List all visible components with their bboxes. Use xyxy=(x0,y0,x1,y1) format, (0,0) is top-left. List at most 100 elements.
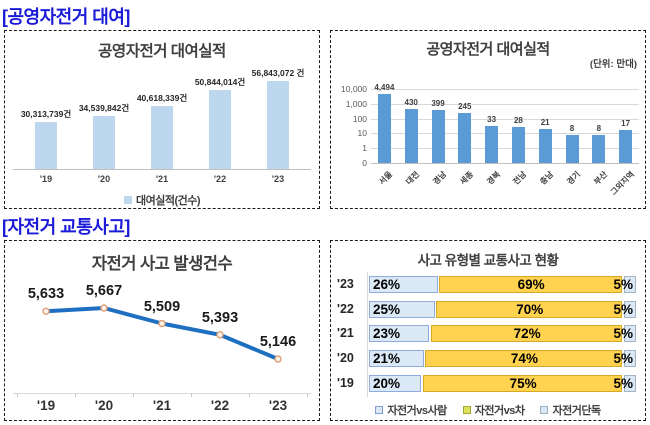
legend-item-자전거vs사람: 자전거vs사람 xyxy=(375,402,447,418)
x-axis-tick-2 xyxy=(133,393,134,397)
x-tick-label-'23: '23 xyxy=(271,174,285,184)
point-label-'22: 5,393 xyxy=(201,309,239,326)
value-label-경기: 8 xyxy=(569,123,575,133)
x-axis-tick-5 xyxy=(307,393,308,397)
chart-rental-by-region: 10,000 1,000 100 10 1 0 4,494 서울 430 대전 399 경남 245 세종… xyxy=(331,31,645,208)
bar-'22 xyxy=(209,90,231,169)
point-label-'21: 5,509 xyxy=(143,298,181,315)
segment-label-'21-자전거vs차: 72% xyxy=(513,326,541,342)
legend-label-자전거단독: 자전거단독 xyxy=(552,405,601,417)
value-label-경남: 399 xyxy=(431,98,445,108)
accidents-line-plot xyxy=(42,304,282,363)
segment-label-'20-자전거단독: 5% xyxy=(613,351,633,367)
legend: 대여실적(건수) xyxy=(5,192,319,208)
x-tick-label-'23: '23 xyxy=(268,398,288,413)
x-tick-label-'20: '20 xyxy=(94,398,114,413)
segment-label-'20-자전거vs차: 74% xyxy=(510,351,538,367)
segment-'21-자전거vs차 xyxy=(430,325,623,343)
y-tick-label-10: 10 xyxy=(357,128,367,139)
y-tick-label-1,000: 1,000 xyxy=(345,98,367,109)
chart-title-accidents-by-type: 사고 유형별 교통사고 현황 xyxy=(417,253,559,268)
x-axis-line xyxy=(13,169,311,170)
chart-title-accidents-by-year: 자전거 사고 발생건수 xyxy=(91,255,233,273)
bar-'19 xyxy=(35,122,57,169)
data-point-'23 xyxy=(274,355,282,363)
panel-rental-by-year-chart: 공영자전거 대여실적 30,313,739건 '19 34,539,842건 '20 4… xyxy=(4,30,320,209)
segment-label-'22-자전거vs차: 70% xyxy=(516,301,544,317)
gridline-100 xyxy=(371,118,639,120)
panel-accidents-by-year-chart: 자전거 사고 발생건수 5,633 '19 5,667 '20 5,509 '21 5,39… xyxy=(4,240,320,421)
segment-label-'21-자전거vs사람: 23% xyxy=(373,326,401,342)
segment-'23-자전거vs사람 xyxy=(369,276,438,293)
data-point-'20 xyxy=(100,304,108,312)
segment-'23-자전거단독 xyxy=(623,276,636,293)
segment-label-'23-자전거단독: 5% xyxy=(613,277,633,292)
legend-swatch-자전거vs차 xyxy=(462,406,471,414)
segment-'20-자전거vs사람 xyxy=(369,350,425,368)
value-label-전남: 28 xyxy=(513,115,523,125)
x-tick-label-'21: '21 xyxy=(155,174,169,184)
segment-'22-자전거단독 xyxy=(623,300,636,318)
bar-경북 xyxy=(485,125,499,163)
segment-label-'23-자전거vs사람: 26% xyxy=(373,277,401,292)
bar-서울 xyxy=(377,94,391,163)
x-axis-tick-1 xyxy=(75,393,76,397)
value-label-'19: 30,313,739건 xyxy=(20,109,72,119)
legend-swatch-rental xyxy=(123,196,132,204)
segment-'19-자전거vs차 xyxy=(422,374,623,392)
data-point-'19 xyxy=(42,307,50,316)
segment-'21-자전거단독 xyxy=(623,325,636,343)
segment-'20-자전거단독 xyxy=(623,350,636,368)
x-tick-label-'20: '20 xyxy=(97,174,111,184)
bar-세종 xyxy=(458,112,472,163)
value-label-서울: 4,494 xyxy=(374,83,395,93)
chart-title-rental-by-year: 공영자전거 대여실적 xyxy=(98,43,226,60)
y-tick-label-1: 1 xyxy=(362,143,367,154)
segment-'22-자전거vs사람 xyxy=(369,300,435,318)
segment-label-'22-자전거vs사람: 25% xyxy=(373,301,401,317)
unit-label: (단위: 만대) xyxy=(589,59,637,70)
segment-label-'19-자전거vs사람: 20% xyxy=(373,375,401,391)
segment-'20-자전거vs차 xyxy=(425,350,623,368)
data-point-'21 xyxy=(158,319,166,328)
legend-label-rental: 대여실적(건수) xyxy=(135,195,201,207)
segment-label-'20-자전거vs사람: 21% xyxy=(373,351,401,367)
segment-'23-자전거vs차 xyxy=(438,276,623,293)
x-axis-line xyxy=(13,393,311,394)
value-label-'20: 34,539,842건 xyxy=(78,103,130,113)
bar-'20 xyxy=(93,116,115,169)
value-label-대전: 430 xyxy=(404,98,418,108)
x-tick-label-'19: '19 xyxy=(39,174,53,184)
value-label-'22: 50,844,014건 xyxy=(194,77,246,87)
section-header-public-bike-rental: [공영자전거 대여] xyxy=(2,7,130,27)
data-point-'22 xyxy=(216,331,224,339)
chart-title-rental-by-region: 공영자전거 대여실적 xyxy=(426,41,550,58)
x-tick-label-'22: '22 xyxy=(213,174,227,184)
segment-label-'21-자전거단독: 5% xyxy=(613,326,633,342)
bar-그외지역 xyxy=(619,130,633,163)
x-axis-tick-0 xyxy=(17,393,18,397)
segment-label-'22-자전거단독: 5% xyxy=(613,301,633,317)
y-tick-label-10,000: 10,000 xyxy=(341,84,367,94)
x-tick-label-'21: '21 xyxy=(152,398,172,413)
segment-'21-자전거vs사람 xyxy=(369,325,430,343)
gridline-10,000 xyxy=(371,89,639,90)
value-label-그외지역: 17 xyxy=(621,119,631,128)
legend-item-자전거vs차: 자전거vs차 xyxy=(462,402,525,418)
y-axis-line xyxy=(367,272,368,397)
x-tick-label-'22: '22 xyxy=(210,398,230,413)
section-header-bicycle-accidents: [자전거 교통사고] xyxy=(2,217,130,237)
value-label-세종: 245 xyxy=(458,101,472,111)
bar-부산 xyxy=(592,134,606,163)
legend-label-자전거vs사람: 자전거vs사람 xyxy=(387,405,447,417)
bar-전남 xyxy=(511,126,525,163)
value-label-'21: 40,618,339건 xyxy=(136,93,188,103)
row-label-'20: '20 xyxy=(337,351,354,366)
gridline-1 xyxy=(371,148,639,150)
bar-충남 xyxy=(538,128,552,163)
value-label-'23: 56,843,072 건 xyxy=(251,68,305,78)
legend-label-자전거vs차: 자전거vs차 xyxy=(474,405,525,417)
gridline-0 xyxy=(371,163,639,164)
panel-accidents-by-type-chart: 사고 유형별 교통사고 현황 '23 26% 69% 5% '22 25% 70% 5% '21… xyxy=(330,240,646,421)
